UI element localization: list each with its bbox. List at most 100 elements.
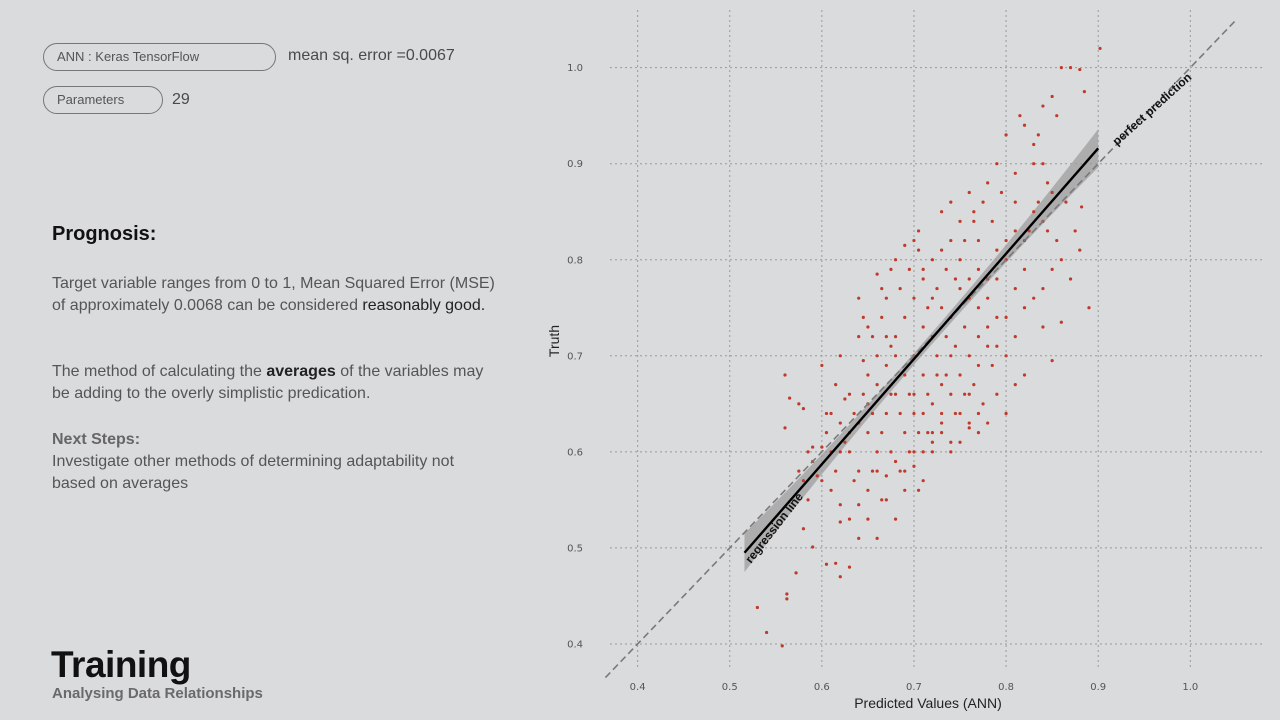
data-point	[921, 277, 925, 281]
data-point	[921, 411, 925, 416]
data-point	[898, 286, 902, 291]
data-point	[935, 286, 939, 291]
chart-lines-layer	[604, 19, 1237, 679]
parameters-pill[interactable]: Parameters	[43, 86, 163, 114]
data-point	[785, 597, 789, 601]
data-point	[880, 286, 884, 291]
x-tick-label: 0.6	[814, 682, 830, 693]
data-point	[811, 445, 815, 449]
data-point	[1078, 248, 1082, 252]
data-point	[972, 219, 976, 223]
data-point	[1068, 277, 1073, 281]
data-point	[940, 411, 944, 416]
data-point	[940, 248, 944, 252]
data-point	[958, 219, 962, 223]
data-point	[1055, 238, 1059, 243]
data-point	[870, 469, 875, 473]
x-tick-label: 0.5	[722, 682, 738, 693]
data-point	[907, 267, 911, 271]
data-point	[967, 421, 971, 425]
data-point	[889, 392, 893, 396]
data-point	[806, 450, 810, 454]
data-point	[921, 373, 925, 377]
perfect-prediction-line	[604, 19, 1237, 679]
data-point	[976, 411, 981, 416]
data-point	[834, 469, 838, 473]
data-point	[995, 315, 999, 319]
data-point	[967, 392, 971, 396]
data-point	[820, 445, 824, 449]
data-point	[1041, 162, 1045, 166]
data-point	[940, 210, 944, 214]
data-point	[857, 334, 861, 339]
data-point	[834, 383, 838, 387]
data-point	[944, 334, 948, 339]
data-point	[884, 296, 888, 300]
data-point	[972, 210, 976, 214]
data-point	[912, 450, 916, 454]
data-point	[926, 431, 930, 435]
data-point	[999, 190, 1004, 195]
data-point	[1018, 114, 1022, 118]
data-point	[1013, 383, 1017, 387]
data-point	[875, 272, 879, 276]
data-point	[783, 426, 787, 430]
data-point	[1073, 229, 1077, 233]
data-point	[995, 162, 999, 166]
data-point	[907, 392, 911, 396]
data-point	[1080, 205, 1084, 209]
next-steps-heading: Next Steps:	[52, 431, 141, 448]
data-point	[930, 296, 934, 300]
data-point	[884, 363, 888, 368]
data-point	[981, 402, 985, 406]
data-point	[1050, 190, 1054, 195]
data-point	[875, 450, 879, 454]
prognosis-p1-emphasis: reasonably good.	[362, 297, 486, 314]
mse-value: mean sq. error =0.0067	[288, 47, 455, 64]
data-point	[1013, 200, 1017, 204]
data-point	[903, 469, 907, 473]
data-point	[889, 267, 893, 271]
data-point	[847, 392, 852, 396]
prognosis-p2-end: of the variables may be adding to the ov…	[52, 363, 484, 402]
x-tick-label: 0.8	[998, 682, 1014, 693]
data-point	[949, 440, 953, 444]
data-point	[838, 575, 842, 579]
data-point	[953, 411, 958, 416]
data-point	[967, 277, 971, 281]
data-point	[884, 498, 888, 502]
data-point	[875, 354, 879, 358]
data-point	[1059, 66, 1063, 70]
data-point	[953, 277, 958, 281]
data-point	[949, 200, 953, 204]
data-point	[1013, 229, 1017, 233]
data-point	[1022, 123, 1027, 127]
prognosis-p2-start: The method of calculating the	[52, 363, 267, 380]
data-point	[806, 498, 810, 502]
data-point	[893, 354, 898, 358]
data-point	[1087, 306, 1091, 310]
y-tick-label: 0.7	[567, 351, 583, 362]
prognosis-paragraph-2: The method of calculating the averages o…	[52, 361, 502, 405]
data-point	[995, 248, 999, 252]
data-point	[1032, 210, 1036, 214]
data-point	[926, 306, 930, 310]
data-point	[880, 498, 884, 502]
data-point	[1032, 162, 1036, 166]
model-pill[interactable]: ANN : Keras TensorFlow	[43, 43, 276, 71]
data-point	[861, 315, 865, 319]
data-point	[861, 359, 865, 363]
parameters-pill-label: Parameters	[57, 92, 125, 107]
x-tick-label: 0.9	[1090, 682, 1106, 693]
data-point	[1041, 286, 1045, 291]
model-pill-label: ANN : Keras TensorFlow	[57, 49, 200, 64]
data-point	[940, 421, 944, 425]
data-point	[976, 306, 981, 310]
data-point	[843, 397, 847, 401]
data-point	[889, 344, 893, 348]
data-point	[870, 411, 875, 416]
data-point	[912, 464, 916, 468]
data-point	[1022, 373, 1027, 377]
data-point	[1013, 334, 1017, 339]
